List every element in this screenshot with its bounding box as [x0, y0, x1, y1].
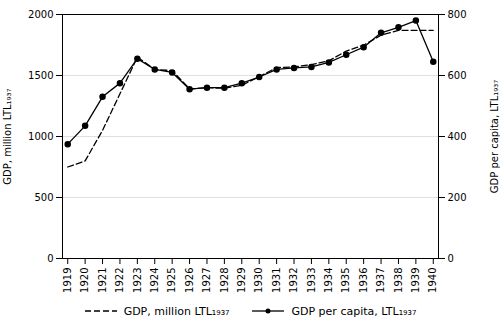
svg-text:1931: 1931	[271, 268, 282, 293]
svg-text:1936: 1936	[358, 268, 369, 293]
svg-text:0: 0	[448, 253, 454, 264]
svg-text:1935: 1935	[340, 268, 351, 293]
svg-text:1927: 1927	[201, 268, 212, 293]
svg-text:2000: 2000	[28, 9, 53, 20]
svg-text:GDP per capita, LTL₁₉₃₇: GDP per capita, LTL₁₉₃₇	[489, 80, 500, 194]
svg-text:1929: 1929	[236, 268, 247, 293]
svg-text:1500: 1500	[28, 70, 53, 81]
svg-text:1937: 1937	[375, 268, 386, 293]
svg-text:GDP, million LTL₁₉₃₇: GDP, million LTL₁₉₃₇	[2, 88, 13, 184]
svg-text:1938: 1938	[393, 268, 404, 293]
svg-text:1921: 1921	[97, 268, 108, 293]
svg-text:1933: 1933	[306, 268, 317, 293]
svg-text:200: 200	[448, 192, 467, 203]
svg-text:800: 800	[448, 9, 467, 20]
svg-text:1923: 1923	[132, 268, 143, 293]
svg-text:1928: 1928	[219, 268, 230, 293]
svg-text:1940: 1940	[427, 268, 438, 293]
svg-text:0: 0	[47, 253, 53, 264]
html-text:GDP, million LTL₁₉₃₇: GDP, million LTL₁₉₃₇	[123, 304, 230, 318]
svg-text:1925: 1925	[166, 268, 177, 293]
svg-text:1924: 1924	[149, 268, 160, 293]
html-text:GDP per capita, LTL₁₉₃₇: GDP per capita, LTL₁₉₃₇	[291, 304, 417, 318]
svg-text:500: 500	[34, 192, 53, 203]
svg-text:1932: 1932	[288, 268, 299, 293]
svg-text:1939: 1939	[410, 268, 421, 293]
svg-text:1934: 1934	[323, 268, 334, 293]
svg-text:1922: 1922	[114, 268, 125, 293]
svg-text:1930: 1930	[253, 268, 264, 293]
svg-text:600: 600	[448, 70, 467, 81]
svg-text:1919: 1919	[62, 268, 73, 293]
svg-text:1926: 1926	[184, 268, 195, 293]
svg-text:400: 400	[448, 131, 467, 142]
svg-text:1000: 1000	[28, 131, 53, 142]
svg-text:1920: 1920	[79, 268, 90, 293]
